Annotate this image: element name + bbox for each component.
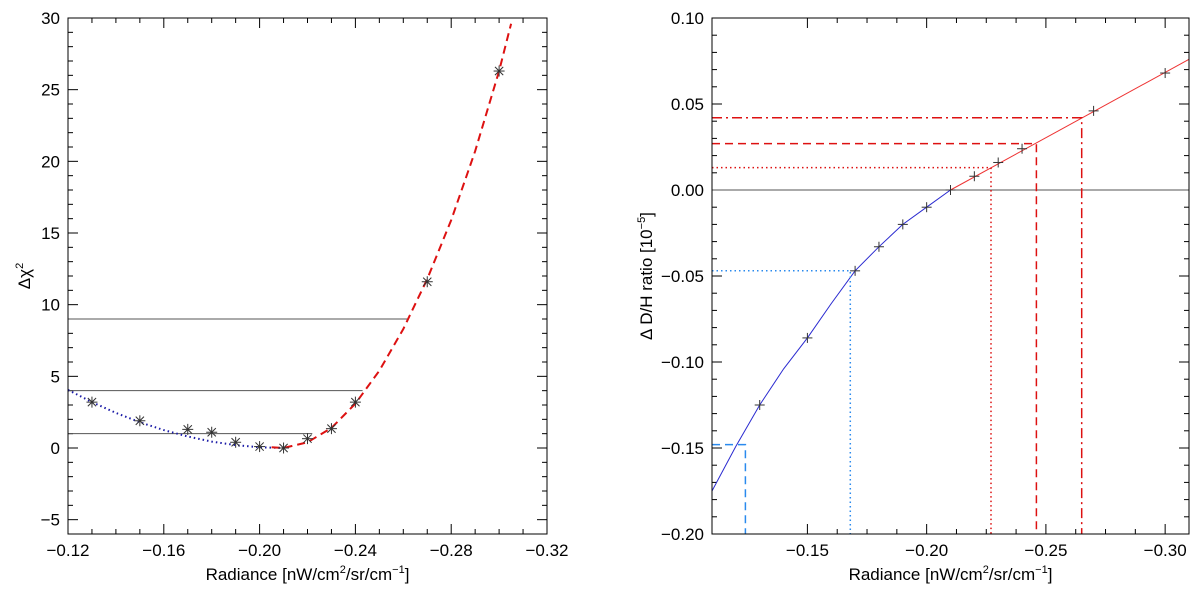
x-tick-label: −0.20 <box>905 541 948 560</box>
y-tick-label: 0.00 <box>671 181 704 200</box>
left-plot-frame <box>67 17 548 535</box>
x-tick-label: −0.32 <box>525 541 568 560</box>
y-tick-label: −0.10 <box>661 353 704 372</box>
left-ticks <box>67 17 548 534</box>
x-tick-label: −0.16 <box>142 541 185 560</box>
data-point-asterisk <box>302 433 313 445</box>
data-point-plus <box>873 241 884 252</box>
left-x-axis-label: Radiance [nW/cm2/sr/cm−1] <box>206 564 410 584</box>
right-markers <box>754 68 1171 410</box>
data-point-plus <box>1160 68 1171 79</box>
data-point-plus <box>754 400 765 410</box>
data-point-plus <box>850 265 861 276</box>
left-tick-labels: −0.12 −0.16 −0.20 −0.24 −0.28 −0.32 −5 0 5 10 15 20… <box>41 9 569 560</box>
blue-fit-curve <box>711 189 951 492</box>
y-tick-label: 0.10 <box>671 9 704 28</box>
right-x-axis-label: Radiance [nW/cm2/sr/cm−1] <box>849 564 1053 584</box>
data-point-plus <box>1088 105 1099 116</box>
x-tick-label: −0.28 <box>430 541 473 560</box>
red-fit-line <box>950 58 1190 191</box>
right-lines <box>711 58 1190 534</box>
data-point-asterisk <box>349 396 361 408</box>
y-tick-label: 30 <box>41 9 60 28</box>
data-point-asterisk <box>182 423 194 435</box>
x-tick-label: −0.12 <box>46 541 89 560</box>
y-tick-label: 25 <box>41 81 60 100</box>
y-tick-label: −5 <box>41 511 60 530</box>
y-tick-label: 0 <box>51 439 60 458</box>
right-chart-panel: −0.15 −0.20 −0.25 −0.30 −0.20 −0.15 −0.10 −0.05… <box>636 9 1190 584</box>
y-tick-label: 20 <box>41 152 60 171</box>
y-tick-label: −0.15 <box>661 439 704 458</box>
data-point-asterisk <box>254 441 266 453</box>
y-tick-label: 15 <box>41 224 60 243</box>
y-tick-label: 0.05 <box>671 95 704 114</box>
x-tick-label: −0.24 <box>334 541 377 560</box>
x-tick-label: −0.25 <box>1024 541 1067 560</box>
red-dashed-fit <box>271 23 513 450</box>
x-tick-label: −0.20 <box>238 541 281 560</box>
y-tick-label: 10 <box>41 296 60 315</box>
data-point-plus <box>921 202 932 213</box>
guide-dotted-line <box>712 270 852 534</box>
data-point-plus <box>802 332 813 343</box>
left-y-axis-label: Δχ2 <box>14 263 34 289</box>
y-tick-label: −0.20 <box>661 525 704 544</box>
guide-dashed-line <box>712 443 747 534</box>
left-lines <box>67 23 513 450</box>
data-point-asterisk <box>325 423 337 435</box>
data-point-asterisk <box>86 396 98 408</box>
data-point-asterisk <box>278 442 290 454</box>
data-point-plus <box>945 185 956 195</box>
guide-dashdot-line <box>712 117 1083 534</box>
data-point-asterisk <box>421 276 433 288</box>
data-point-asterisk <box>230 436 242 448</box>
data-point-asterisk <box>134 415 146 427</box>
y-tick-label: 5 <box>51 367 60 386</box>
guide-dashed-line <box>712 142 1038 534</box>
left-markers <box>86 65 505 454</box>
data-point-plus <box>897 219 908 230</box>
left-chart-panel: −0.12 −0.16 −0.20 −0.24 −0.28 −0.32 −5 0 5 10 15 20… <box>14 9 569 584</box>
y-tick-label: −0.05 <box>661 267 704 286</box>
x-tick-label: −0.30 <box>1144 541 1187 560</box>
guide-dotted-line <box>712 166 992 534</box>
data-point-asterisk <box>493 65 505 77</box>
blue-dotted-fit <box>67 389 284 449</box>
x-tick-label: −0.15 <box>786 541 829 560</box>
right-tick-labels: −0.15 −0.20 −0.25 −0.30 −0.20 −0.15 −0.10 −0.05… <box>661 9 1187 560</box>
data-point-asterisk <box>206 426 218 438</box>
data-point-plus <box>993 157 1004 168</box>
right-plot-frame <box>711 17 1190 535</box>
data-point-plus <box>1017 143 1028 154</box>
right-ticks <box>712 17 1189 535</box>
data-point-plus <box>969 171 980 182</box>
right-y-axis-label: Δ D/H ratio [10−5] <box>636 212 656 340</box>
